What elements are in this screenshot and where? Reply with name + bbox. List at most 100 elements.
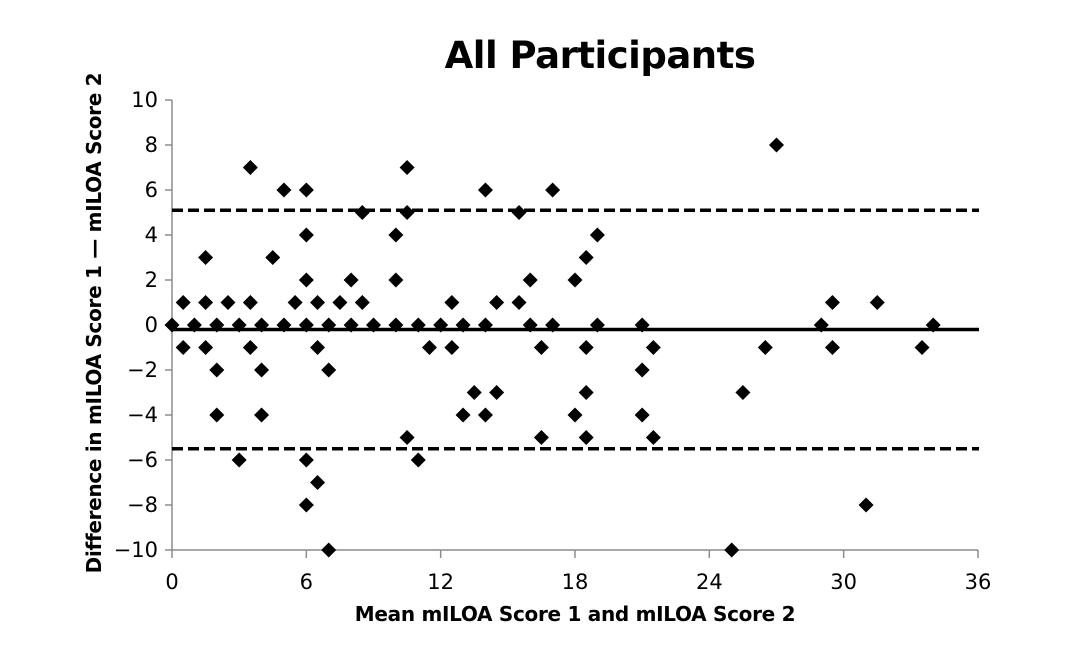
data-point-marker bbox=[533, 340, 549, 355]
data-point-marker bbox=[545, 317, 561, 333]
data-point-marker bbox=[410, 317, 426, 333]
data-point-marker bbox=[757, 340, 773, 355]
y-tick-label: 10 bbox=[131, 88, 158, 112]
data-point-marker bbox=[231, 452, 247, 468]
data-point-marker bbox=[399, 430, 415, 445]
y-tick-label: −6 bbox=[127, 448, 158, 472]
data-point-marker bbox=[388, 227, 404, 243]
data-point-marker bbox=[209, 407, 225, 423]
data-point-marker bbox=[198, 340, 214, 355]
data-point-marker bbox=[321, 362, 337, 378]
data-point-marker bbox=[332, 295, 348, 310]
data-point-marker bbox=[276, 182, 292, 198]
data-point-marker bbox=[388, 317, 404, 333]
data-point-marker bbox=[242, 160, 258, 175]
data-point-marker bbox=[220, 295, 236, 310]
y-tick-label: 4 bbox=[145, 223, 158, 247]
data-point-marker bbox=[589, 317, 605, 333]
data-point-marker bbox=[287, 295, 303, 310]
x-tick-label: 6 bbox=[300, 570, 313, 594]
data-points bbox=[164, 137, 941, 558]
data-point-marker bbox=[511, 295, 527, 310]
data-point-marker bbox=[634, 362, 650, 378]
y-tick-label: 6 bbox=[145, 178, 158, 202]
data-point-marker bbox=[265, 250, 281, 265]
data-point-marker bbox=[298, 497, 314, 513]
data-point-marker bbox=[388, 272, 404, 288]
data-point-marker bbox=[724, 542, 740, 558]
data-point-marker bbox=[925, 317, 941, 333]
data-point-marker bbox=[735, 385, 751, 400]
data-point-marker bbox=[645, 340, 661, 355]
chart-title: All Participants bbox=[444, 34, 756, 77]
data-point-marker bbox=[310, 475, 326, 490]
data-point-marker bbox=[914, 340, 930, 355]
x-tick-label: 12 bbox=[427, 570, 454, 594]
data-point-marker bbox=[231, 317, 247, 333]
data-point-marker bbox=[769, 137, 784, 153]
data-point-marker bbox=[477, 407, 493, 423]
x-tick-label: 18 bbox=[562, 570, 589, 594]
data-point-marker bbox=[276, 317, 292, 333]
data-point-marker bbox=[175, 295, 191, 310]
y-tick-label: −4 bbox=[127, 403, 158, 427]
data-point-marker bbox=[634, 317, 650, 333]
data-point-marker bbox=[455, 317, 471, 333]
data-point-marker bbox=[186, 317, 202, 333]
data-point-marker bbox=[545, 182, 561, 198]
data-point-marker bbox=[410, 452, 426, 468]
data-point-marker bbox=[310, 295, 326, 310]
data-point-marker bbox=[489, 295, 505, 310]
data-point-marker bbox=[522, 317, 538, 333]
data-point-marker bbox=[858, 497, 874, 513]
data-point-marker bbox=[578, 430, 594, 445]
x-axis-label: Mean mILOA Score 1 and mILOA Score 2 bbox=[354, 602, 796, 626]
data-point-marker bbox=[824, 295, 840, 310]
data-point-marker bbox=[578, 385, 594, 400]
data-point-marker bbox=[567, 272, 583, 288]
data-point-marker bbox=[343, 272, 359, 288]
data-point-marker bbox=[354, 295, 370, 310]
data-point-marker bbox=[254, 317, 270, 333]
data-point-marker bbox=[298, 227, 314, 243]
data-point-marker bbox=[399, 205, 415, 220]
data-point-marker bbox=[298, 452, 314, 468]
data-point-marker bbox=[477, 182, 493, 198]
y-tick-label: 2 bbox=[145, 268, 158, 292]
data-point-marker bbox=[298, 272, 314, 288]
data-point-marker bbox=[354, 205, 370, 220]
data-point-marker bbox=[254, 362, 270, 378]
data-point-marker bbox=[198, 295, 214, 310]
x-tick-label: 24 bbox=[696, 570, 723, 594]
data-point-marker bbox=[813, 317, 829, 333]
data-point-marker bbox=[321, 542, 337, 558]
y-tick-label: 0 bbox=[145, 313, 158, 337]
data-point-marker bbox=[634, 407, 650, 423]
data-point-marker bbox=[209, 362, 225, 378]
y-tick-label: 8 bbox=[145, 133, 158, 157]
data-point-marker bbox=[254, 407, 270, 423]
x-tick-label: 30 bbox=[830, 570, 857, 594]
data-point-marker bbox=[321, 317, 337, 333]
data-point-marker bbox=[578, 340, 594, 355]
data-point-marker bbox=[298, 182, 314, 198]
data-point-marker bbox=[444, 340, 460, 355]
data-point-marker bbox=[175, 340, 191, 355]
y-tick-label: −8 bbox=[127, 493, 158, 517]
data-point-marker bbox=[477, 317, 493, 333]
data-point-marker bbox=[578, 250, 594, 265]
data-point-marker bbox=[589, 227, 605, 243]
data-point-marker bbox=[164, 317, 180, 333]
data-point-marker bbox=[645, 430, 661, 445]
data-point-marker bbox=[466, 385, 482, 400]
data-point-marker bbox=[310, 340, 326, 355]
axes: 10 8 6 4 2 0 −2 −4 −6 −8 −10 0 6 12 18 24 30 36 bbox=[114, 88, 992, 594]
data-point-marker bbox=[366, 317, 381, 333]
data-point-marker bbox=[489, 385, 505, 400]
y-tick-label: −10 bbox=[114, 538, 158, 562]
data-point-marker bbox=[824, 340, 840, 355]
data-point-marker bbox=[522, 272, 538, 288]
data-point-marker bbox=[399, 160, 415, 175]
data-point-marker bbox=[511, 205, 527, 220]
